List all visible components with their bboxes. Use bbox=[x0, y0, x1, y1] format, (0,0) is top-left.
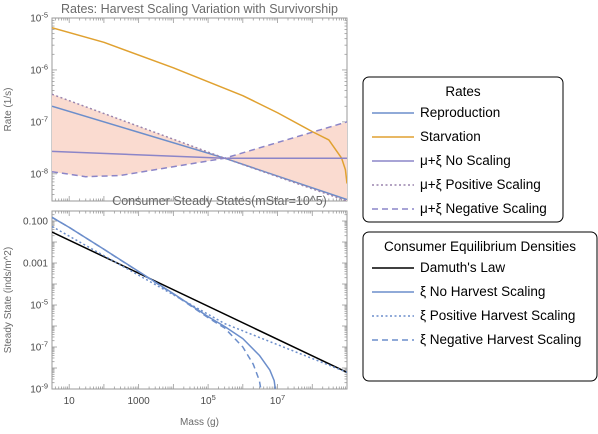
legend-label-mu-plus-xi-positive-scaling: μ+ξ Positive Scaling bbox=[420, 177, 541, 192]
y-tick-label: 10-5 bbox=[30, 11, 48, 25]
x-tick-label-base: 10 bbox=[270, 396, 282, 407]
y-tick-label-base: 10 bbox=[30, 385, 42, 396]
y-tick-label-exponent: -7 bbox=[41, 340, 48, 349]
legend-label-starvation: Starvation bbox=[420, 129, 481, 144]
y-axis-label: Rate (1/s) bbox=[3, 88, 14, 132]
y-tick-label-exponent: -5 bbox=[41, 11, 48, 20]
y-tick-label-exponent: -6 bbox=[41, 62, 48, 71]
y-tick-label: 10-7 bbox=[30, 340, 48, 354]
series-line-starvation bbox=[52, 26, 347, 184]
plot-area bbox=[52, 216, 347, 389]
legend-box bbox=[362, 231, 598, 382]
series-line-xi-positive-harvest-scaling bbox=[52, 225, 347, 374]
y-tick-label-base: 10 bbox=[30, 301, 42, 312]
x-tick-label: 1000 bbox=[128, 396, 151, 407]
y-tick-label: 10-6 bbox=[30, 62, 48, 76]
y-tick-label: 10-9 bbox=[30, 382, 48, 396]
legend-label-xi-negative-harvest-scaling: ξ Negative Harvest Scaling bbox=[420, 332, 581, 347]
y-tick-label: 10-5 bbox=[30, 298, 48, 312]
y-tick-label-exponent: -5 bbox=[41, 298, 48, 307]
legend-title: Rates bbox=[445, 84, 481, 99]
x-tick-label-base: 10 bbox=[64, 396, 76, 407]
plot-area bbox=[52, 26, 347, 201]
series-line-xi-negative-harvest-scaling bbox=[52, 216, 262, 389]
rates-legend: Rates Reproduction Starvation μ+ξ No Scalin… bbox=[362, 76, 564, 223]
y-tick-label-base: 10 bbox=[30, 117, 42, 128]
y-tick-label: 0.001 bbox=[23, 259, 48, 270]
rates-title: Rates: Harvest Scaling Variation with Su… bbox=[61, 2, 338, 16]
x-tick-label: 107 bbox=[270, 393, 285, 407]
x-tick-label-base: 1000 bbox=[128, 396, 151, 407]
y-tick-label-exponent: -9 bbox=[41, 382, 48, 391]
y-tick-label-base: 0.001 bbox=[23, 259, 48, 270]
y-tick-label-base: 10 bbox=[30, 343, 42, 354]
x-tick-label-exponent: 5 bbox=[212, 393, 216, 402]
y-tick-label-exponent: -8 bbox=[41, 166, 48, 175]
x-tick-label-base: 10 bbox=[200, 396, 212, 407]
legend-label-mu-plus-xi-negative-scaling: μ+ξ Negative Scaling bbox=[420, 201, 547, 216]
legend-label-reproduction: Reproduction bbox=[420, 105, 500, 120]
series-line-mu-plus-xi-positive-scaling bbox=[52, 93, 347, 201]
y-tick-label-base: 10 bbox=[30, 14, 42, 25]
y-axis-label: Steady State (inds/m^2) bbox=[3, 247, 14, 353]
y-tick-label: 0.100 bbox=[23, 217, 48, 228]
plot-frame bbox=[51, 210, 348, 390]
series-line-xi-no-harvest-scaling bbox=[52, 216, 277, 389]
x-axis-label: Mass (g) bbox=[180, 417, 219, 428]
x-tick-label: 105 bbox=[200, 393, 215, 407]
y-tick-label: 10-7 bbox=[30, 114, 48, 128]
y-tick-label-base: 10 bbox=[30, 169, 42, 180]
series-line-damuths-law bbox=[52, 231, 347, 374]
legend-label-mu-plus-xi-no-scaling: μ+ξ No Scaling bbox=[420, 153, 511, 168]
y-tick-label: 10-8 bbox=[30, 166, 48, 180]
rates-panel: 10-810-710-610-5 Rates: Harvest Scaling V… bbox=[3, 2, 348, 202]
x-tick-label: 10 bbox=[64, 396, 76, 407]
densities-legend: Consumer Equilibrium Densities Damuth's L… bbox=[362, 231, 598, 382]
y-tick-label-exponent: -7 bbox=[41, 114, 48, 123]
legend-title: Consumer Equilibrium Densities bbox=[384, 239, 576, 254]
series-line-mu-plus-xi-negative-scaling bbox=[52, 121, 347, 178]
steady-states-title: Consumer Steady States(mStar=10^5) bbox=[112, 194, 327, 208]
y-tick-label-base: 10 bbox=[30, 65, 42, 76]
y-tick-label-base: 0.100 bbox=[23, 217, 48, 228]
x-tick-label-exponent: 7 bbox=[281, 393, 285, 402]
legend-label-xi-positive-harvest-scaling: ξ Positive Harvest Scaling bbox=[420, 308, 575, 323]
legend-label-damuths-law: Damuth's Law bbox=[420, 260, 505, 275]
legend-label-xi-no-harvest-scaling: ξ No Harvest Scaling bbox=[420, 284, 545, 299]
